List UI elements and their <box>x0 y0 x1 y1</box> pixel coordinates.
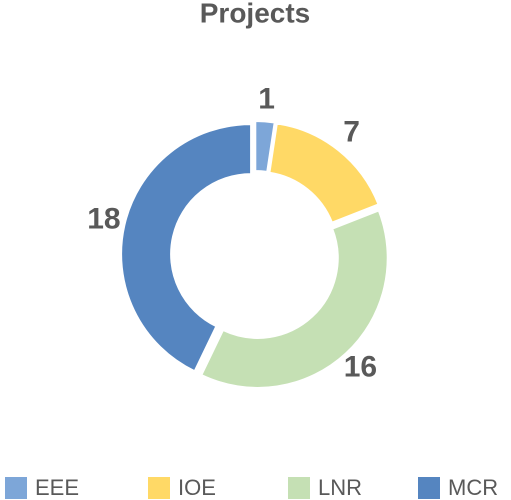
donut-slice <box>268 122 380 224</box>
legend-label: MCR <box>448 475 498 500</box>
value-label: 7 <box>343 116 360 149</box>
legend-label: IOE <box>178 475 216 500</box>
chart-title: Projects <box>200 0 311 28</box>
value-label: 16 <box>344 351 377 384</box>
legend-swatch <box>288 477 310 499</box>
value-label: 18 <box>87 202 120 235</box>
legend-swatch <box>418 477 440 499</box>
legend-swatch <box>5 477 27 499</box>
donut-slice <box>199 209 389 389</box>
legend-swatch <box>148 477 170 499</box>
legend-label: LNR <box>318 475 362 500</box>
donut-slice <box>120 123 253 373</box>
value-label: 1 <box>258 82 275 115</box>
donut-slice <box>254 120 276 174</box>
legend-label: EEE <box>35 475 79 500</box>
